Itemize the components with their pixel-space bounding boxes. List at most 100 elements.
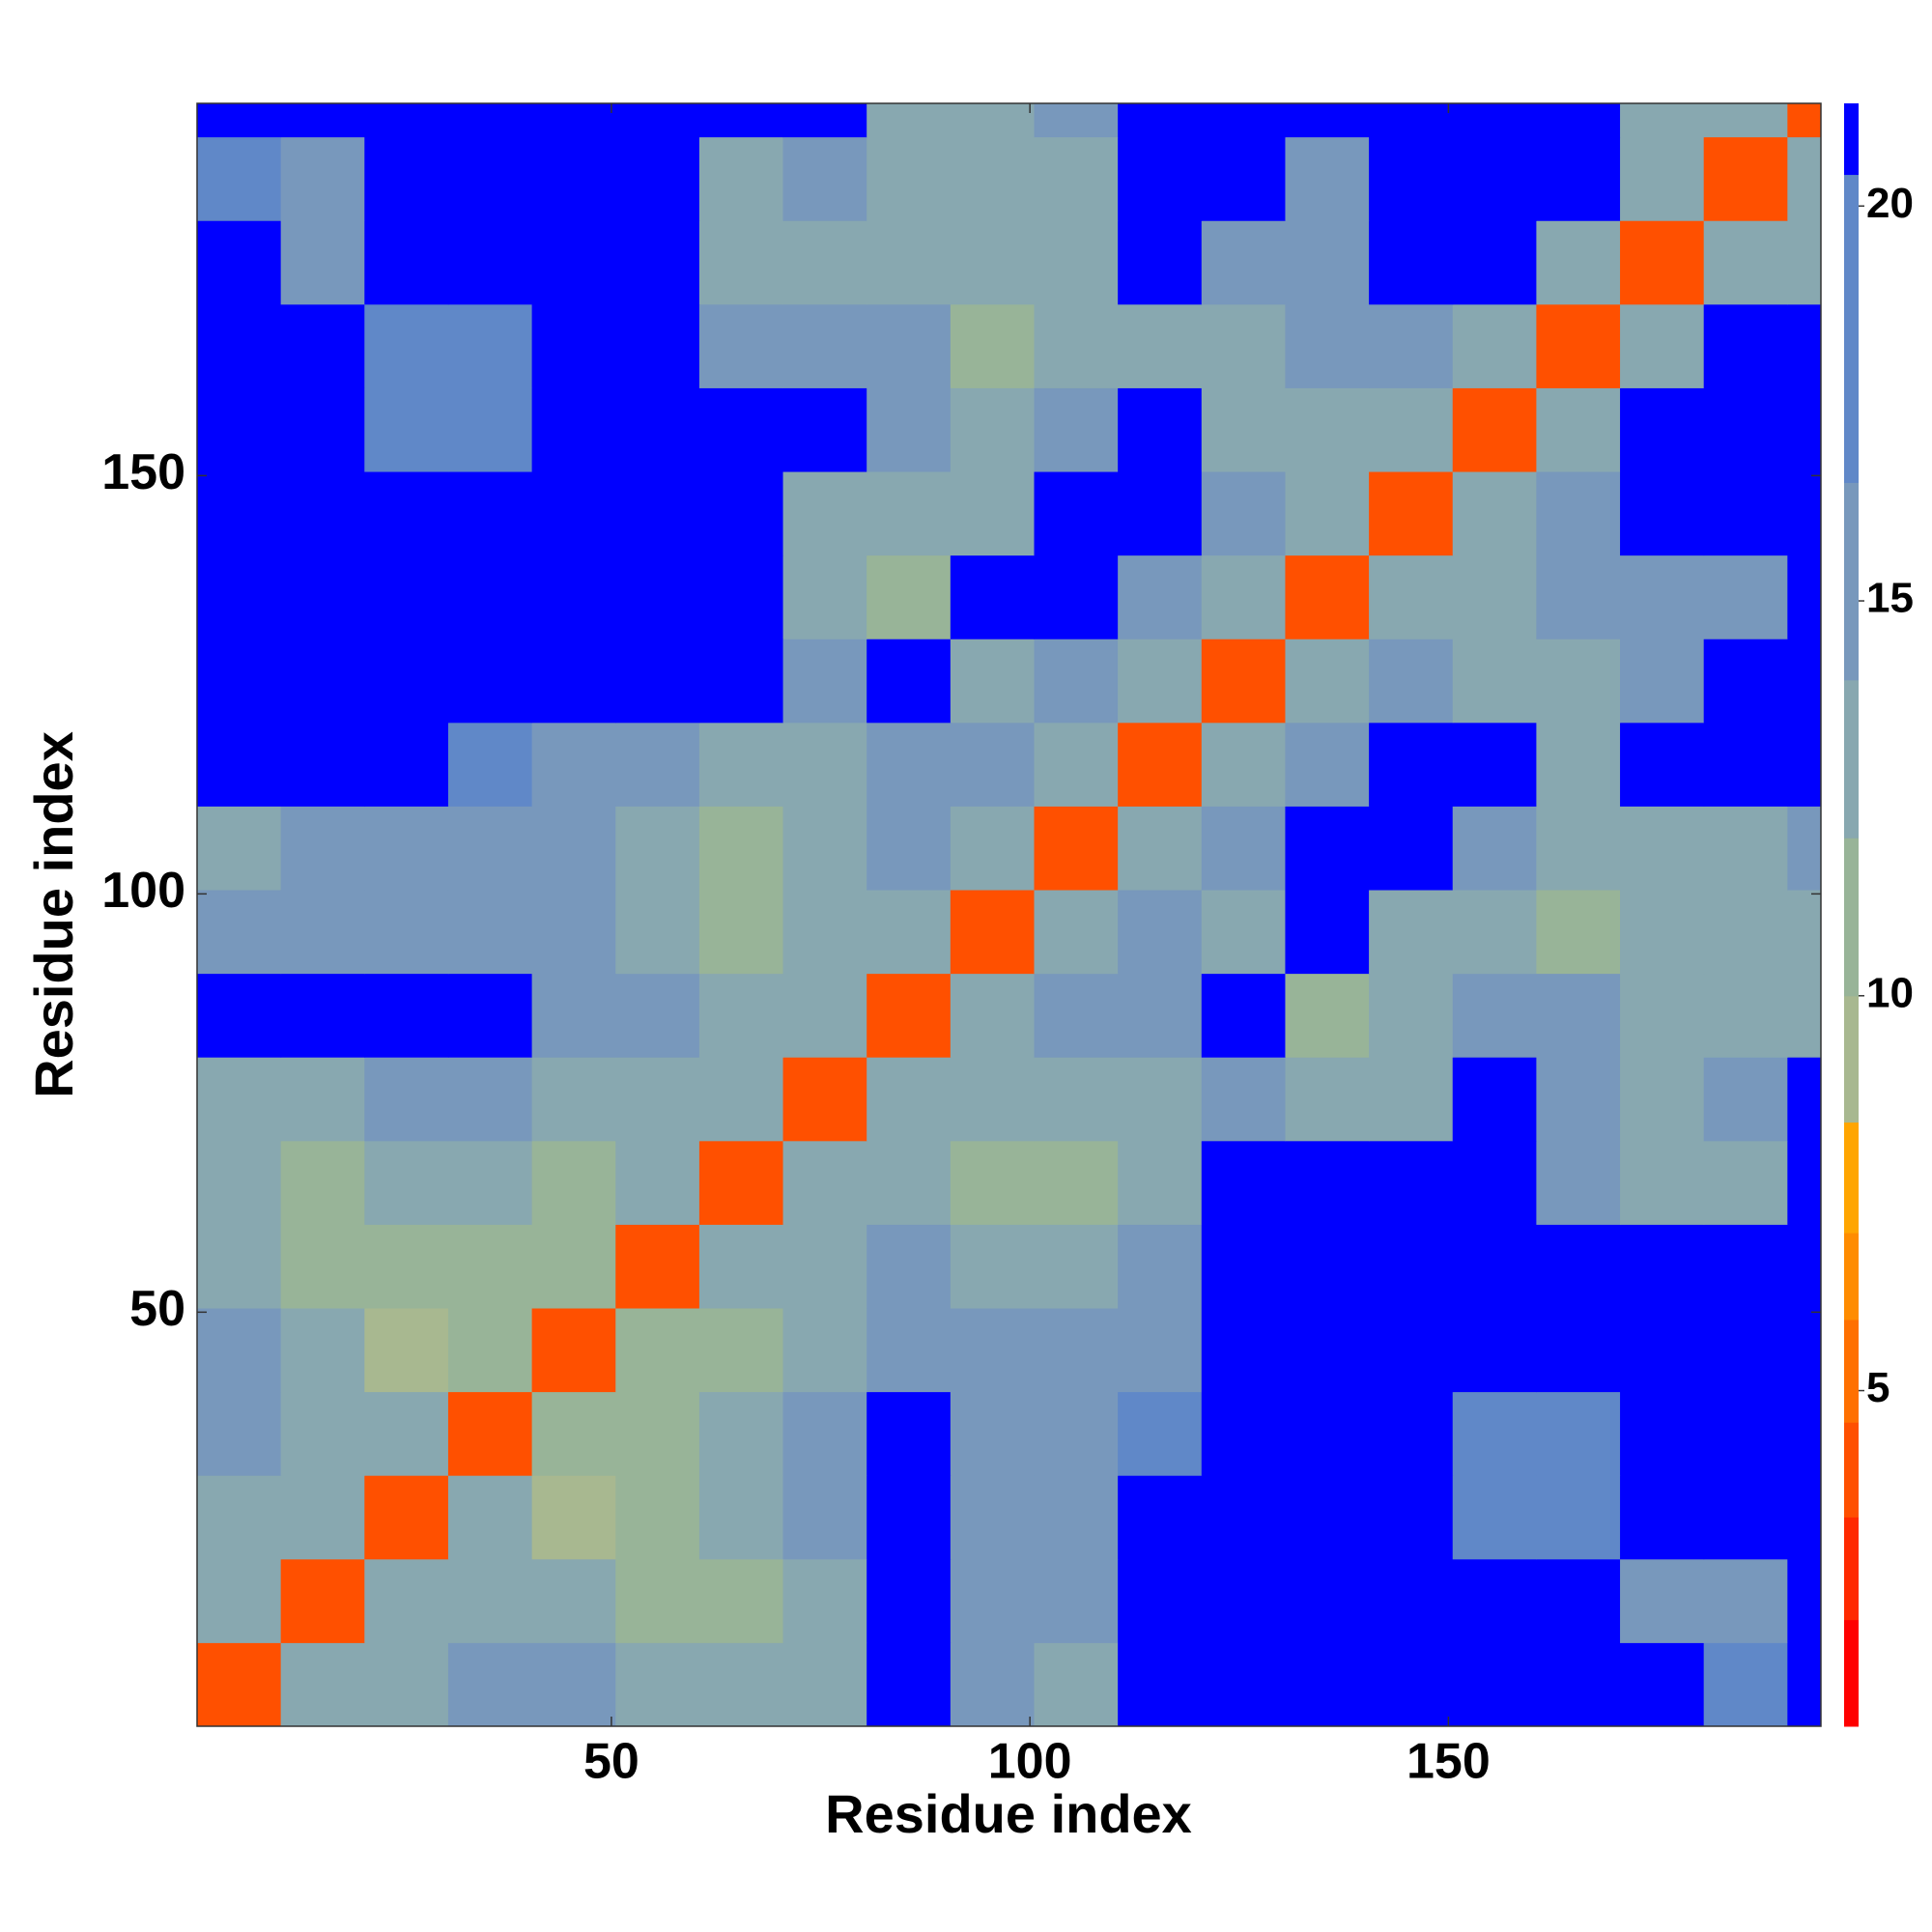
heatmap-cell (782, 1391, 867, 1476)
heatmap-cell (1787, 639, 1822, 724)
heatmap-cell (1620, 1642, 1705, 1727)
heatmap-cell (364, 639, 449, 724)
heatmap-cell (531, 1224, 616, 1309)
heatmap-cell (531, 890, 616, 975)
heatmap-cell (447, 1475, 533, 1560)
heatmap-cell (1201, 1475, 1286, 1560)
heatmap-cell (867, 722, 952, 807)
heatmap-cell (1285, 1140, 1370, 1225)
heatmap-cell (1201, 387, 1286, 472)
heatmap-cell (1034, 722, 1119, 807)
colorbar-band (1844, 1619, 1859, 1727)
heatmap-cell (615, 303, 700, 388)
heatmap-cell (698, 1224, 784, 1309)
heatmap-cell (531, 639, 616, 724)
heatmap-cell (1452, 471, 1537, 556)
heatmap-cell (280, 136, 365, 221)
heatmap-cell (1703, 973, 1788, 1058)
heatmap-cell (197, 890, 282, 975)
heatmap-cell (1787, 1642, 1822, 1727)
heatmap-cell (1201, 722, 1286, 807)
heatmap-cell (1201, 890, 1286, 975)
heatmap-cell (615, 136, 700, 221)
heatmap-cell (1536, 639, 1621, 724)
heatmap-cell (1118, 639, 1203, 724)
heatmap-cell (698, 103, 784, 138)
heatmap-cell (364, 890, 449, 975)
heatmap-cell (531, 806, 616, 891)
heatmap-cell (1452, 1057, 1537, 1142)
heatmap-cell (950, 1140, 1035, 1225)
heatmap-cell (197, 303, 282, 388)
heatmap-cell (1452, 136, 1537, 221)
heatmap-cell (950, 471, 1035, 556)
heatmap-cell (1369, 303, 1454, 388)
heatmap-cell (1118, 890, 1203, 975)
heatmap-cell (1034, 554, 1119, 639)
heatmap-cell (531, 1475, 616, 1560)
heatmap-cell (1285, 806, 1370, 891)
heatmap-cell (782, 1140, 867, 1225)
heatmap-cell (1118, 554, 1203, 639)
heatmap-cell (1536, 1391, 1621, 1476)
heatmap-cell (364, 1642, 449, 1727)
heatmap-cell (1285, 1057, 1370, 1142)
heatmap-cell (698, 1308, 784, 1393)
heatmap-cell (1118, 722, 1203, 807)
heatmap-cell (531, 136, 616, 221)
heatmap-cell (1369, 1140, 1454, 1225)
heatmap-cell (1118, 387, 1203, 472)
heatmap-cell (1201, 1308, 1286, 1393)
heatmap-cell (782, 220, 867, 305)
heatmap-cell (1787, 890, 1822, 975)
heatmap-cell (364, 471, 449, 556)
heatmap-cell (1369, 471, 1454, 556)
colorbar-band (1844, 679, 1859, 838)
heatmap-cell (197, 1558, 282, 1643)
heatmap-cell (280, 639, 365, 724)
colorbar-band (1844, 1122, 1859, 1234)
heatmap-cell (1703, 1057, 1788, 1142)
heatmap-cell (447, 103, 533, 138)
heatmap-cell (280, 1308, 365, 1393)
heatmap-cell (782, 1224, 867, 1309)
heatmap-cell (1703, 103, 1788, 138)
heatmap-cell (1285, 103, 1370, 138)
heatmap-cell (280, 387, 365, 472)
heatmap-cell (1369, 554, 1454, 639)
heatmap-cell (280, 1558, 365, 1643)
heatmap-cell (1620, 387, 1705, 472)
heatmap-cell (1787, 387, 1822, 472)
heatmap-cell (1034, 471, 1119, 556)
heatmap-cell (867, 1558, 952, 1643)
heatmap-cell (1703, 303, 1788, 388)
heatmap-cell (1620, 639, 1705, 724)
heatmap-cell (1201, 554, 1286, 639)
heatmap-cell (364, 303, 449, 388)
heatmap-cell (447, 1140, 533, 1225)
heatmap-cell (1034, 1642, 1119, 1727)
heatmap-cell (1452, 1308, 1537, 1393)
heatmap-cell (1452, 722, 1537, 807)
heatmap-cell (1452, 387, 1537, 472)
heatmap-cell (1034, 1308, 1119, 1393)
heatmap-cell (950, 1558, 1035, 1643)
heatmap-cell (280, 890, 365, 975)
heatmap-cell (197, 220, 282, 305)
heatmap-cell (1118, 303, 1203, 388)
heatmap-cell (782, 303, 867, 388)
heatmap-cell (1034, 1558, 1119, 1643)
heatmap-cell (531, 973, 616, 1058)
heatmap-cell (531, 387, 616, 472)
heatmap-cell (698, 471, 784, 556)
heatmap-cell (1369, 1642, 1454, 1727)
y-axis-label: Residue index (23, 731, 84, 1098)
heatmap-cell (1452, 1391, 1537, 1476)
heatmap-cell (1452, 220, 1537, 305)
heatmap-cell (280, 103, 365, 138)
heatmap-cell (447, 973, 533, 1058)
heatmap-cell (782, 806, 867, 891)
heatmap-cell (1787, 1558, 1822, 1643)
heatmap-cell (1452, 639, 1537, 724)
heatmap-cell (950, 1642, 1035, 1727)
